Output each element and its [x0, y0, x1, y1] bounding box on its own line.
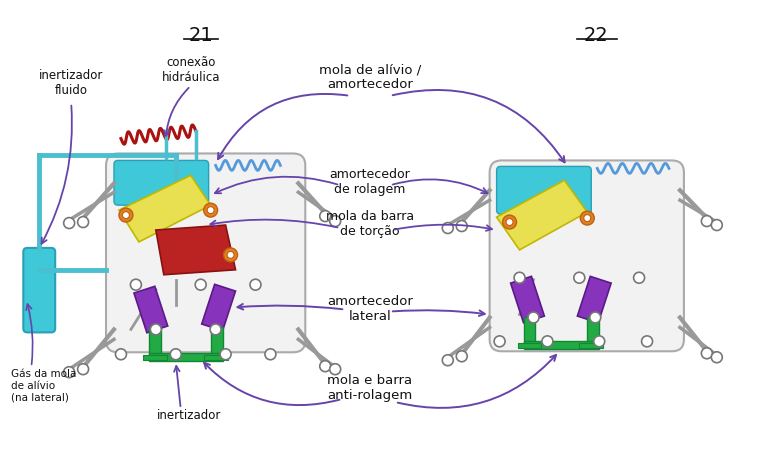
- Bar: [523, 341, 599, 349]
- Text: amortecedor
de rolagem: amortecedor de rolagem: [330, 168, 410, 196]
- Circle shape: [590, 312, 601, 323]
- Bar: [204, 355, 228, 360]
- Circle shape: [711, 352, 722, 363]
- Circle shape: [634, 272, 645, 283]
- Circle shape: [210, 324, 221, 335]
- Circle shape: [514, 272, 525, 283]
- Text: 22: 22: [584, 26, 608, 45]
- Circle shape: [119, 208, 133, 222]
- Circle shape: [456, 220, 467, 232]
- Circle shape: [494, 336, 505, 347]
- Bar: [579, 343, 603, 348]
- Circle shape: [584, 215, 591, 221]
- Bar: [134, 286, 168, 333]
- Circle shape: [150, 324, 161, 335]
- Circle shape: [131, 279, 142, 290]
- Circle shape: [170, 349, 181, 360]
- Circle shape: [701, 216, 712, 226]
- Bar: [518, 343, 542, 348]
- Circle shape: [528, 312, 539, 323]
- Polygon shape: [497, 180, 587, 250]
- Circle shape: [456, 351, 467, 362]
- Circle shape: [207, 206, 214, 213]
- Circle shape: [204, 203, 217, 217]
- Circle shape: [220, 349, 231, 360]
- Circle shape: [506, 219, 513, 226]
- Circle shape: [442, 223, 454, 233]
- Circle shape: [711, 219, 722, 231]
- Text: mola da barra
de torção: mola da barra de torção: [326, 210, 414, 238]
- Circle shape: [250, 279, 261, 290]
- Circle shape: [115, 349, 126, 360]
- FancyBboxPatch shape: [106, 153, 305, 352]
- Circle shape: [195, 279, 206, 290]
- FancyBboxPatch shape: [114, 160, 209, 205]
- Circle shape: [77, 217, 88, 227]
- Circle shape: [442, 355, 454, 365]
- Circle shape: [574, 272, 585, 283]
- FancyBboxPatch shape: [23, 248, 55, 332]
- Circle shape: [227, 252, 234, 259]
- Circle shape: [701, 348, 712, 359]
- Circle shape: [642, 336, 652, 347]
- Polygon shape: [119, 175, 211, 242]
- Circle shape: [320, 361, 330, 372]
- Bar: [523, 318, 536, 347]
- Text: inertizador
fluido: inertizador fluido: [39, 69, 103, 97]
- FancyBboxPatch shape: [497, 166, 591, 214]
- Bar: [577, 276, 611, 323]
- FancyBboxPatch shape: [490, 160, 684, 351]
- Circle shape: [502, 215, 516, 229]
- Circle shape: [330, 216, 341, 226]
- Circle shape: [63, 218, 74, 228]
- Text: mola e barra
anti-rolagem: mola e barra anti-rolagem: [327, 374, 413, 402]
- Circle shape: [63, 367, 74, 378]
- Bar: [149, 327, 161, 359]
- Text: conexão
hidráulica: conexão hidráulica: [162, 56, 220, 84]
- Text: mola de alívio /
amortecedor: mola de alívio / amortecedor: [319, 63, 421, 91]
- Circle shape: [122, 212, 129, 219]
- Circle shape: [594, 336, 604, 347]
- Bar: [211, 327, 223, 359]
- Bar: [587, 318, 599, 347]
- Bar: [511, 276, 544, 323]
- Polygon shape: [156, 225, 235, 275]
- Circle shape: [330, 364, 341, 375]
- Text: 21: 21: [188, 26, 213, 45]
- Bar: [143, 355, 166, 360]
- Circle shape: [542, 336, 553, 347]
- Circle shape: [580, 211, 594, 225]
- Circle shape: [320, 211, 330, 221]
- Circle shape: [265, 349, 276, 360]
- Text: Gás da mola
de alívio
(na lateral): Gás da mola de alívio (na lateral): [12, 369, 77, 402]
- Text: inertizador: inertizador: [156, 409, 221, 422]
- Bar: [202, 284, 235, 331]
- Text: amortecedor
lateral: amortecedor lateral: [327, 295, 413, 323]
- Bar: [149, 353, 223, 361]
- Circle shape: [224, 248, 238, 262]
- Circle shape: [77, 364, 88, 375]
